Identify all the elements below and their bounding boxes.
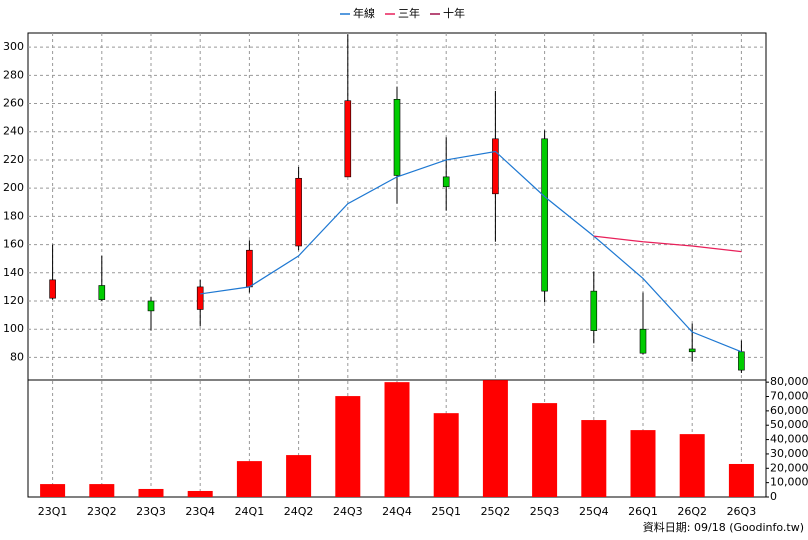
y-tick-label: 180 [3,209,24,222]
volume-bar [89,484,115,497]
y-tick-label: 120 [3,294,24,307]
y2-tick-label: 20,000 [770,461,808,474]
volume-bar [679,434,705,497]
volume-bar [138,488,164,497]
volume-bar [286,455,312,497]
y-tick-label: 220 [3,153,24,166]
y2-tick-label: 40,000 [770,433,808,446]
y2-tick-label: 70,000 [770,390,808,403]
candle-body [590,290,598,331]
y2-tick-label: 50,000 [770,418,808,431]
legend-label: 年線 [353,6,375,20]
volume-bar [581,420,607,497]
x-tick-label: 24Q4 [382,505,412,518]
y2-tick-label: 80,000 [770,375,808,388]
volume-bar [728,463,754,497]
candle-body [639,328,647,354]
candle-body [196,286,204,310]
y-tick-label: 140 [3,266,24,279]
y-tick-label: 80 [10,350,24,363]
y2-tick-label: 10,000 [770,476,808,489]
volume-bar [433,413,459,497]
candle-body [49,279,56,299]
x-tick-label: 25Q1 [431,505,461,518]
y-tick-label: 100 [3,322,24,335]
y2-tick-label: 30,000 [770,447,808,460]
x-tick-label: 24Q2 [284,505,314,518]
volume-bar [187,490,213,497]
y-tick-label: 280 [3,68,24,81]
candle-body [442,176,450,188]
candle-body [246,249,253,288]
x-tick-label: 23Q1 [38,505,68,518]
volume-bar [630,430,656,497]
candle-body [393,98,401,176]
x-tick-label: 23Q4 [185,505,215,518]
x-tick-label: 25Q2 [481,505,511,518]
y2-tick-label: 0 [770,490,777,503]
candle-body [295,177,302,247]
volume-bar [384,382,410,497]
candle-body [738,351,745,371]
y-tick-label: 300 [3,40,24,53]
x-tick-label: 26Q3 [727,505,757,518]
legend-label: 三年 [398,6,420,20]
footer: 資料日期: 09/18 (Goodinfo.tw) [643,520,804,534]
x-tick-label: 23Q3 [136,505,166,518]
x-tick-label: 24Q3 [333,505,363,518]
x-tick-label: 26Q2 [677,505,707,518]
volume-bar [532,403,558,497]
x-tick-label: 25Q4 [579,505,609,518]
volume-bar [236,461,262,497]
legend-label: 十年 [443,6,465,20]
y2-tick-label: 60,000 [770,404,808,417]
candle-body [492,138,499,195]
candle-body [98,285,106,300]
y-tick-label: 200 [3,181,24,194]
candle-body [541,138,548,292]
x-tick-label: 23Q2 [87,505,117,518]
x-tick-label: 26Q1 [628,505,658,518]
y-tick-label: 260 [3,97,24,110]
volume-bar [335,396,361,497]
candle-body [344,100,352,178]
candle-body [688,348,696,353]
volume-bar [482,380,508,497]
y-tick-label: 160 [3,238,24,251]
line-series [593,235,742,253]
candle-body [147,300,155,312]
x-tick-label: 24Q1 [235,505,265,518]
x-tick-label: 25Q3 [530,505,560,518]
volume-bar [40,484,66,497]
y-tick-label: 240 [3,125,24,138]
line-series [200,150,742,353]
